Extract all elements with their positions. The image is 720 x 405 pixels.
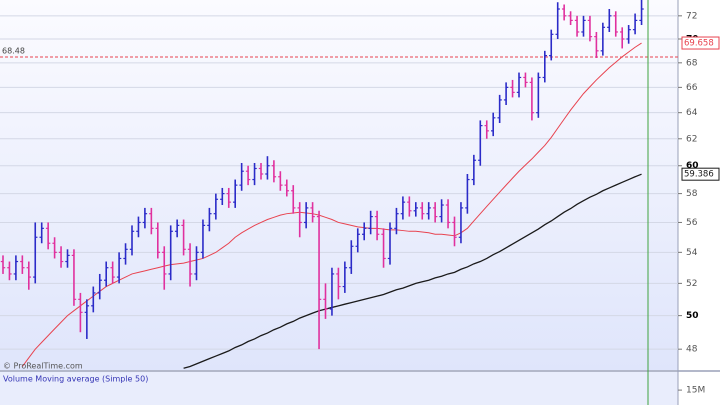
last-value-box: [681, 36, 720, 50]
last-value-label: 69.658: [684, 39, 714, 49]
volume-panel: [0, 372, 678, 405]
y-tick-label: 62: [686, 134, 697, 144]
watermark: © ProRealTime.com: [3, 362, 83, 371]
y-tick-label: 48: [686, 345, 698, 355]
y-tick-label: 15M: [686, 386, 705, 396]
moving-average-line: [183, 173, 642, 369]
y-tick-label: 56: [686, 218, 698, 228]
marks: [0, 0, 678, 369]
volume-title: Volume Moving average (Simple 50): [3, 375, 148, 384]
y-tick-label: 68: [686, 58, 698, 68]
last-value-label: 59.386: [684, 170, 714, 180]
axis-area: [678, 0, 720, 405]
last-value-box: [681, 167, 720, 181]
moving-average-line: [21, 42, 642, 367]
y-tick-label: 64: [686, 108, 698, 118]
y-tick-label: 54: [686, 248, 698, 258]
y-tick-label: 58: [686, 189, 698, 199]
price-panel: [0, 0, 678, 370]
reference-label: 68.48: [2, 47, 25, 56]
y-tick-label: 60: [686, 161, 699, 171]
y-tick-label: 50: [686, 311, 699, 321]
y-tick-label: 72: [686, 11, 697, 21]
y-tick-label: 66: [686, 83, 698, 93]
y-tick-label: 52: [686, 279, 697, 289]
labels: 4850525456586062646668707215M68.4869.658…: [2, 11, 720, 396]
